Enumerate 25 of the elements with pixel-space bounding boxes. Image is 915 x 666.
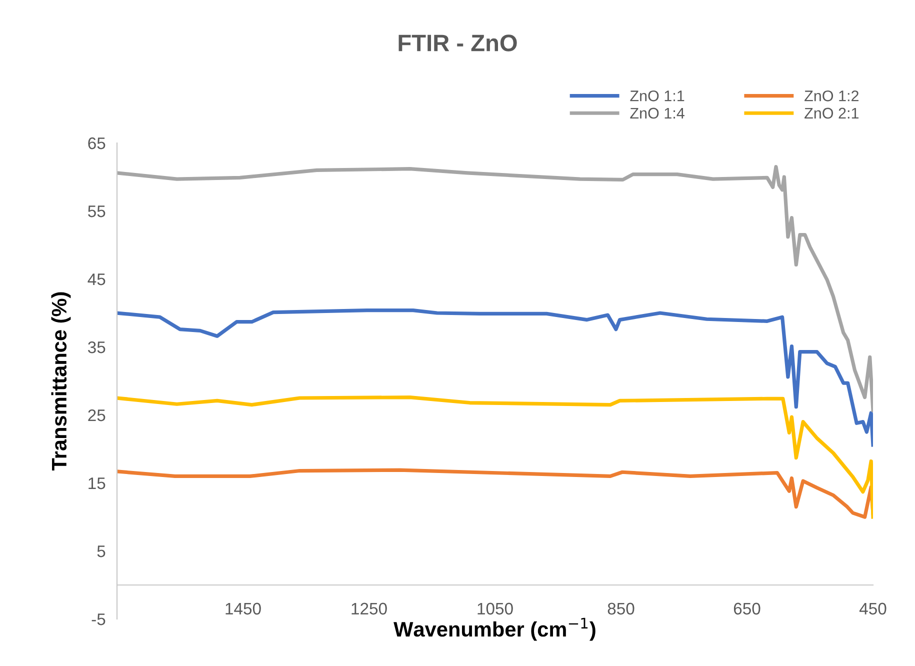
x-tick-label: 450 — [859, 602, 886, 615]
y-tick-label: -5 — [92, 614, 106, 626]
x-tick-label: 1450 — [226, 602, 261, 615]
legend-label: ZnO 1:2 — [804, 90, 858, 102]
x-tick-label: 1250 — [352, 602, 387, 615]
y-tick-label: 55 — [88, 206, 106, 218]
y-tick-label: 45 — [88, 274, 106, 286]
legend-label: ZnO 1:4 — [630, 108, 684, 119]
legend-label: ZnO 1:1 — [630, 90, 684, 102]
x-axis-title: Wavenumber (cm$^{−1}$) — [394, 618, 596, 641]
line-series — [117, 164, 873, 412]
y-tick-label: 65 — [88, 137, 106, 150]
x-tick-label: 850 — [608, 602, 634, 615]
y-tick-label: 15 — [88, 478, 106, 490]
line-series — [117, 308, 873, 447]
x-tick-label: 1050 — [478, 602, 513, 615]
y-tick-label: 35 — [88, 341, 106, 354]
chart-title: FTIR - ZnO — [398, 34, 517, 52]
y-axis-title: Transmittance (%) — [51, 292, 71, 470]
y-tick-label: 5 — [97, 546, 106, 558]
line-series — [117, 396, 873, 519]
legend-label: ZnO 2:1 — [804, 108, 859, 119]
line-series — [117, 468, 873, 519]
y-tick-label: 25 — [88, 409, 106, 422]
x-tick-label: 650 — [734, 602, 760, 615]
